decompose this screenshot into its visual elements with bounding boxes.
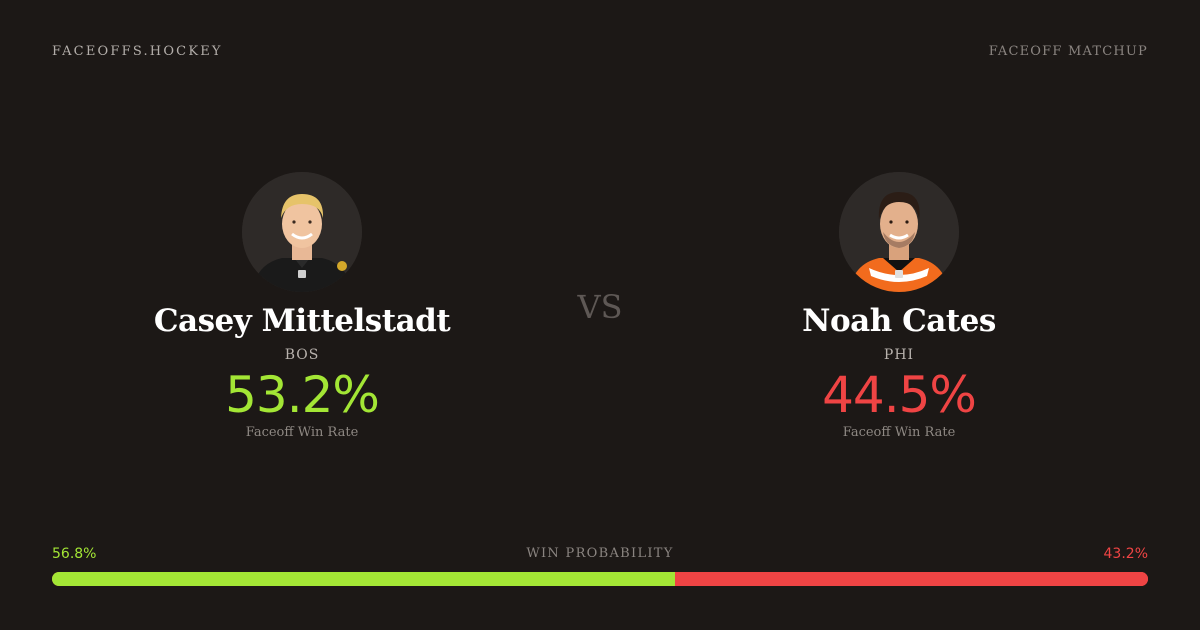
player-card-left: Casey Mittelstadt BOS 53.2% Faceoff Win … xyxy=(122,172,482,440)
faceoff-win-rate-label-right: Faceoff Win Rate xyxy=(842,424,956,440)
faceoff-win-rate-label-left: Faceoff Win Rate xyxy=(245,424,359,440)
brand-logo-text[interactable]: FACEOFFS.HOCKEY xyxy=(52,44,223,59)
player-name-left[interactable]: Casey Mittelstadt xyxy=(153,303,451,339)
player-headshot-icon xyxy=(839,172,959,292)
matchup-label: FACEOFF MATCHUP xyxy=(988,44,1148,59)
win-probability-right-value: 43.2% xyxy=(1103,546,1148,562)
win-probability-bar-right xyxy=(674,572,1148,586)
player-team-left: BOS xyxy=(284,347,320,364)
player-team-right: PHI xyxy=(883,347,915,364)
faceoff-win-rate-right: 44.5% xyxy=(822,366,977,425)
player-name-right[interactable]: Noah Cates xyxy=(802,303,996,339)
win-probability-title: WIN PROBABILITY xyxy=(526,546,674,561)
faceoff-win-rate-left: 53.2% xyxy=(225,366,380,425)
versus-label: VS xyxy=(577,288,623,326)
player-card-right: Noah Cates PHI 44.5% Faceoff Win Rate xyxy=(719,172,1079,440)
player-avatar-right xyxy=(839,172,959,292)
win-probability-left-value: 56.8% xyxy=(52,546,97,562)
player-headshot-icon xyxy=(242,172,362,292)
win-probability-bar xyxy=(52,572,1148,586)
win-probability-bar-left xyxy=(52,572,675,586)
player-avatar-left xyxy=(242,172,362,292)
